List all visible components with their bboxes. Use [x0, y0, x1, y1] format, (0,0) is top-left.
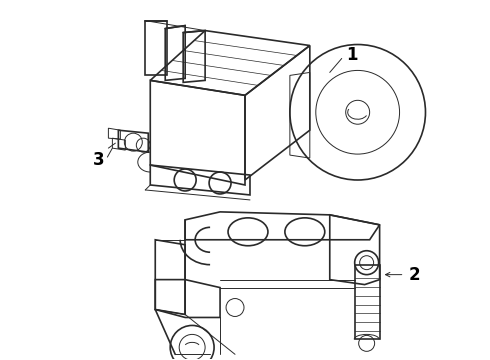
Text: 2: 2 — [409, 266, 420, 284]
Text: 1: 1 — [346, 46, 357, 64]
Text: 3: 3 — [93, 151, 104, 169]
